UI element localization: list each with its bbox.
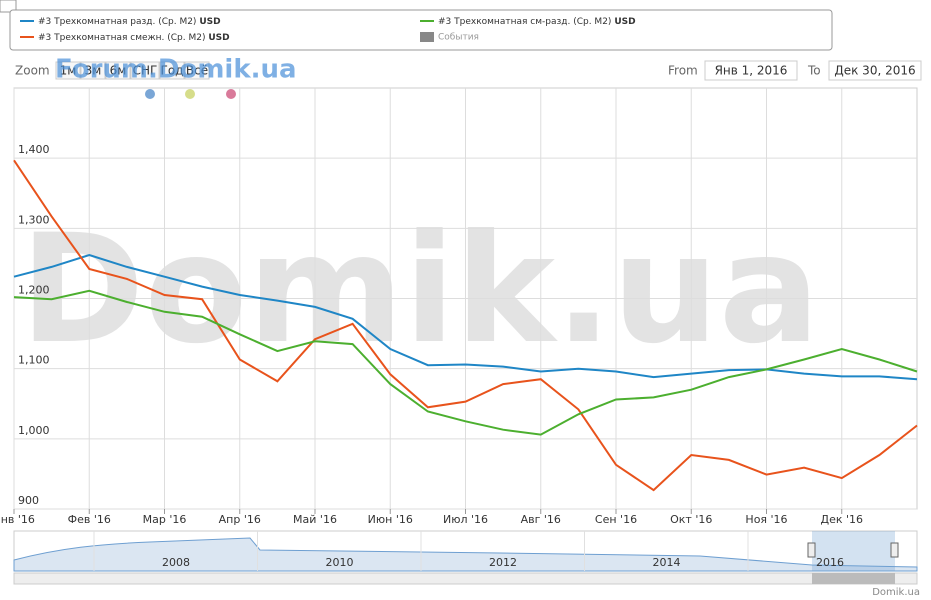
legend-label[interactable]: События [438,33,479,43]
x-tick-label: Июл '16 [443,513,488,526]
y-tick-label: 1,300 [18,213,50,226]
legend-name: #3 Трехкомнатная см-разд. (Ср. М2) [438,17,611,27]
legend-unit: USD [614,17,635,27]
zoom-button[interactable] [184,61,210,80]
x-tick-label: Авг '16 [521,513,561,526]
legend-name: #3 Трехкомнатная смежн. (Ср. М2) [38,33,205,43]
navigator-year: 2010 [326,556,354,569]
navigator-handle[interactable] [890,542,899,558]
watermark: Forum.Domik.ua [55,55,297,85]
corner-button[interactable] [0,0,17,13]
y-tick-label: 1,000 [18,424,50,437]
scrollbar[interactable] [13,572,918,585]
plot: 900 1,000 1,100 1,200 1,300 1,400 Янв '16 Фев '… [0,87,918,526]
legend-unit: USD [208,33,229,43]
legend-name: #3 Трехкомнатная разд. (Ср. М2) [38,17,196,27]
navigator-year: 2012 [489,556,517,569]
to-input[interactable] [828,60,922,81]
y-tick-label: 900 [18,494,39,507]
zoom-button[interactable] [130,61,160,80]
x-tick-label: Июн '16 [368,513,413,526]
event-dot[interactable] [226,89,236,99]
legend-box [9,9,833,51]
watermark: Domik.ua [20,203,820,377]
legend-swatch [420,32,434,42]
to-value: Дек 30, 2016 [834,64,915,78]
to-label: To [807,64,821,78]
x-tick-label: Май '16 [293,513,337,526]
x-tick-label: Янв '16 [0,513,35,526]
zoom-button-label: Год [161,64,184,78]
x-tick-label: Сен '16 [595,513,637,526]
navigator-area [13,537,918,572]
from-label: From [668,64,698,78]
credit: Domik.ua [872,587,920,598]
zoom-button-label: СНГ [133,64,158,78]
series-line [13,289,918,436]
zoom-button-label: Всё [186,64,208,78]
zoom-button[interactable] [80,61,106,80]
legend-unit: USD [199,17,220,27]
from-input[interactable] [704,60,798,81]
series-line [13,159,918,492]
y-tick-label: 1,200 [18,284,50,297]
y-tick-label: 1,100 [18,354,50,367]
zoom-button-label: 1м [60,64,77,78]
scrollbar-thumb[interactable] [812,573,895,584]
x-tick-label: Фев '16 [68,513,111,526]
legend-label[interactable]: #3 Трехкомнатная разд. (Ср. М2) USD [38,17,221,27]
zoom-button-label: 3м [85,64,102,78]
event-dot[interactable] [185,89,195,99]
zoom-button[interactable] [159,61,185,80]
event-dot[interactable] [145,89,155,99]
zoom-label: Zoom [15,64,50,78]
x-tick-label: Апр '16 [219,513,261,526]
y-tick-label: 1,400 [18,143,50,156]
navigator-handle[interactable] [807,542,816,558]
legend-label[interactable]: #3 Трехкомнатная смежн. (Ср. М2) USD [38,33,230,43]
zoom-button[interactable] [105,61,131,80]
x-tick-label: Дек '16 [820,513,863,526]
zoom-buttons: 1м 3м 6м СНГ Год Всё [55,61,210,80]
navigator-year: 2016 [816,556,844,569]
navigator-year: 2008 [162,556,190,569]
x-tick-label: Окт '16 [670,513,712,526]
navigator-year: 2014 [653,556,681,569]
legend: #3 Трехкомнатная разд. (Ср. М2) USD#3 Тр… [20,17,636,43]
zoom-button[interactable] [55,61,81,80]
x-tick-label: Мар '16 [143,513,187,526]
legend-label[interactable]: #3 Трехкомнатная см-разд. (Ср. М2) USD [438,17,636,27]
from-value: Янв 1, 2016 [715,64,788,78]
navigator-years: 2008 2010 2012 2014 2016 [93,531,844,571]
navigator-window[interactable] [812,531,895,571]
x-tick-label: Ноя '16 [745,513,787,526]
zoom-button-label: 6м [110,64,127,78]
